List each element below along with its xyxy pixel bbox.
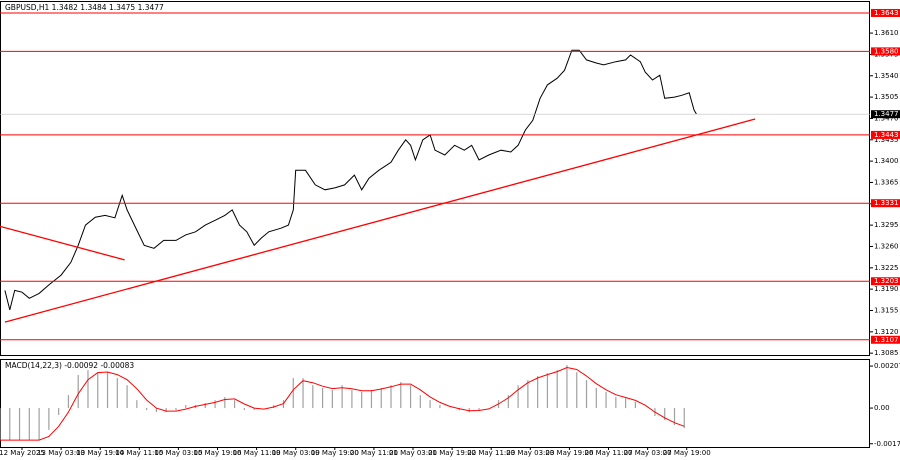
level-tag (871, 130, 900, 139)
y-tick-label: 1.3260 (874, 242, 899, 250)
y-tick-label: 1.3155 (874, 306, 899, 314)
level-tag (871, 277, 900, 286)
x-tick-label: 15 May 03:00 (154, 449, 202, 457)
x-tick-label: 12 May 2025 (0, 449, 45, 457)
trend-line (0, 225, 125, 261)
y-tick-label: 1.3610 (874, 29, 899, 37)
level-label: 1.3331 (874, 199, 899, 207)
y-tick-label: 1.3085 (874, 349, 899, 357)
y-tick-label: 1.3365 (874, 178, 899, 186)
y-tick-label: 1.3400 (874, 157, 899, 165)
macd-panel (0, 359, 870, 448)
level-tag (871, 47, 900, 56)
x-tick-label: 16 May 11:00 (233, 449, 281, 457)
x-tick-label: 13 May 19:00 (76, 449, 124, 457)
x-tick-label: 21 May 03:00 (389, 449, 437, 457)
level-tag (871, 335, 900, 344)
y-tick-label: 1.3540 (874, 72, 899, 80)
y-tick-label: 1.3295 (874, 221, 899, 229)
x-tick-label: 22 May 11:00 (467, 449, 515, 457)
x-tick-label: 23 May 03:00 (506, 449, 554, 457)
x-tick-label: 19 May 19:00 (311, 449, 359, 457)
x-tick-label: 13 May 03:00 (37, 449, 85, 457)
y-tick-label: 1.3225 (874, 264, 899, 272)
level-label: 1.3443 (874, 131, 899, 139)
level-tag (871, 8, 900, 17)
x-tick-label: 26 May 11:00 (585, 449, 633, 457)
x-tick-label: 27 May 03:00 (624, 449, 672, 457)
x-tick-label: 19 May 03:00 (272, 449, 320, 457)
y-tick-label: 1.3120 (874, 328, 899, 336)
x-tick-label: 14 May 11:00 (115, 449, 163, 457)
y-tick-label: 1.3470 (874, 114, 899, 122)
level-label: 1.3580 (874, 47, 899, 55)
y-tick-label: 0.00207 (874, 362, 900, 370)
x-tick-label: 15 May 19:00 (193, 449, 241, 457)
level-label: 1.3643 (874, 9, 899, 17)
y-tick-label: 1.3435 (874, 136, 899, 144)
price-line (4, 49, 697, 311)
y-tick-label: -0.00176 (874, 440, 900, 448)
last-price-tag (871, 110, 900, 119)
signal-line (0, 366, 685, 441)
price-panel (0, 1, 870, 356)
x-tick-label: 27 May 19:00 (663, 449, 711, 457)
trend-line (4, 118, 756, 323)
y-tick-label: 1.3190 (874, 285, 899, 293)
macd-title: MACD(14,22,3) -0.00092 -0.00083 (5, 361, 134, 370)
level-label: 1.3203 (874, 277, 899, 285)
last-price-label: 1.3477 (874, 110, 899, 118)
y-tick-label: 0.00 (874, 404, 890, 412)
level-tag (871, 199, 900, 208)
x-tick-label: 23 May 19:00 (545, 449, 593, 457)
level-label: 1.3107 (874, 336, 899, 344)
x-tick-label: 21 May 19:00 (428, 449, 476, 457)
x-tick-label: 20 May 11:00 (350, 449, 398, 457)
price-title: GBPUSD,H1 1.3482 1.3484 1.3475 1.3477 (5, 3, 164, 12)
y-tick-label: 1.3505 (874, 93, 899, 101)
